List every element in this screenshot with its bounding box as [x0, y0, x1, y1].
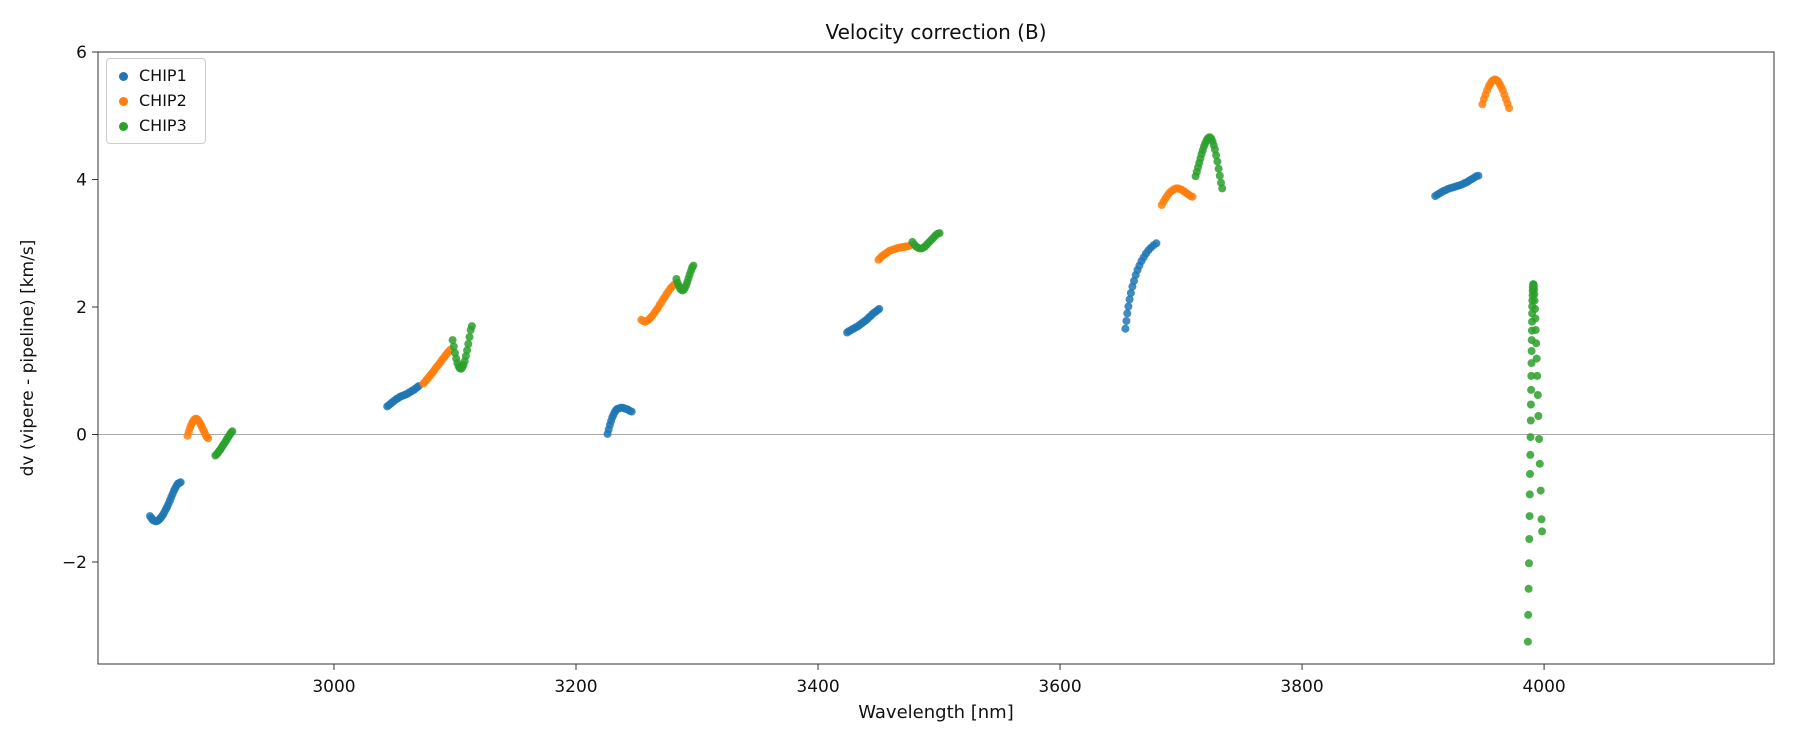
scatter-point [1536, 486, 1545, 495]
scatter-point [464, 340, 473, 348]
x-axis: 3000 3200 3400 3600 3800 4000 [312, 664, 1566, 697]
y-axis-label: dv (vipere - pipeline) [km/s] [18, 239, 38, 477]
scatter-point [1523, 637, 1532, 646]
scatter-point [1530, 290, 1539, 299]
scatter-point [1526, 400, 1535, 409]
scatter-point [1121, 324, 1130, 333]
series-CHIP2 [183, 75, 1514, 443]
scatter-point [1533, 371, 1542, 380]
scatter-point [448, 336, 457, 345]
x-tick-label: 4000 [1522, 677, 1565, 697]
scatter-point [467, 322, 476, 331]
legend-entry-chip3: CHIP3 [119, 118, 187, 134]
scatter-point [1531, 326, 1540, 334]
scatter-point [1535, 459, 1544, 468]
y-tick-label: 0 [76, 426, 87, 446]
scatter-point [1525, 512, 1534, 521]
scatter-point [1188, 192, 1197, 201]
legend-marker-chip1-icon [119, 71, 128, 81]
scatter-point [1538, 527, 1547, 536]
scatter-point [1524, 610, 1533, 619]
scatter-point [1124, 302, 1133, 311]
scatter-point [627, 407, 636, 416]
scatter-point [463, 346, 472, 355]
scatter-point [1531, 314, 1540, 323]
x-tick-label: 3600 [1038, 677, 1081, 697]
scatter-point [689, 261, 698, 270]
scatter-point [1532, 354, 1541, 363]
scatter-point [1533, 391, 1542, 399]
scatter-point [1152, 239, 1161, 248]
legend-label-chip3: CHIP3 [139, 116, 187, 135]
x-tick-label: 3000 [312, 677, 355, 697]
chart-title: Velocity correction (B) [825, 20, 1047, 44]
y-tick-label: 4 [76, 171, 87, 191]
scatter-point [1474, 171, 1483, 180]
x-axis-label: Wavelength [nm] [858, 702, 1014, 723]
scatter-point [465, 333, 474, 341]
y-tick-label: 6 [76, 43, 87, 63]
scatter-point [1532, 339, 1541, 348]
legend: CHIP1 CHIP2 CHIP3 [106, 58, 206, 144]
scatter-point [1123, 309, 1132, 318]
scatter-point [935, 229, 944, 238]
scatter-point [1525, 559, 1533, 568]
scatter-point [228, 427, 237, 436]
scatter-point [1505, 104, 1514, 113]
y-tick-label: 2 [76, 298, 87, 318]
legend-marker-chip2-icon [119, 96, 128, 106]
legend-entry-chip2: CHIP2 [119, 93, 187, 109]
scatter-point [1122, 317, 1131, 325]
x-tick-label: 3400 [796, 677, 839, 697]
plot-border [97, 51, 1775, 665]
scatter-point [1525, 535, 1534, 543]
scatter-point [1537, 515, 1546, 524]
scatter-point [1527, 359, 1536, 368]
scatter-point [1215, 171, 1224, 180]
scatter-point [1534, 412, 1543, 420]
legend-marker-chip3-icon [119, 121, 128, 131]
legend-entry-chip1: CHIP1 [119, 68, 187, 84]
scatter-point [204, 434, 213, 443]
legend-label-chip2: CHIP2 [139, 91, 187, 110]
scatter-point [1526, 433, 1535, 442]
scatter-point [1526, 470, 1534, 478]
series-CHIP1 [146, 171, 1483, 526]
scatter-point [1212, 151, 1221, 160]
x-tick-label: 3200 [554, 677, 597, 697]
x-tick-label: 3800 [1280, 677, 1323, 697]
scatter-point [1527, 371, 1536, 380]
scatter-point [176, 478, 185, 487]
scatter-point [1214, 164, 1223, 173]
scatter-point [1525, 490, 1534, 499]
scatter-point [1524, 584, 1533, 593]
scatter-point [875, 304, 884, 313]
y-tick-label: −2 [62, 553, 87, 573]
scatter-point [1535, 435, 1544, 443]
scatter-point [1125, 295, 1134, 304]
scatter-point [1531, 304, 1539, 313]
scatter-point [1218, 184, 1227, 193]
scatter-point [1126, 289, 1135, 297]
scatter-point [1527, 347, 1536, 355]
series-CHIP3 [211, 133, 1547, 646]
legend-label-chip1: CHIP1 [139, 66, 187, 85]
scatter-point [1526, 416, 1535, 425]
scatter-point [1213, 157, 1222, 166]
scatter-point [1530, 296, 1539, 305]
scatter-point [449, 342, 458, 351]
y-axis: −2 0 2 4 6 [62, 43, 98, 573]
scatter-point [1526, 450, 1535, 459]
scatter-point [1527, 385, 1536, 394]
